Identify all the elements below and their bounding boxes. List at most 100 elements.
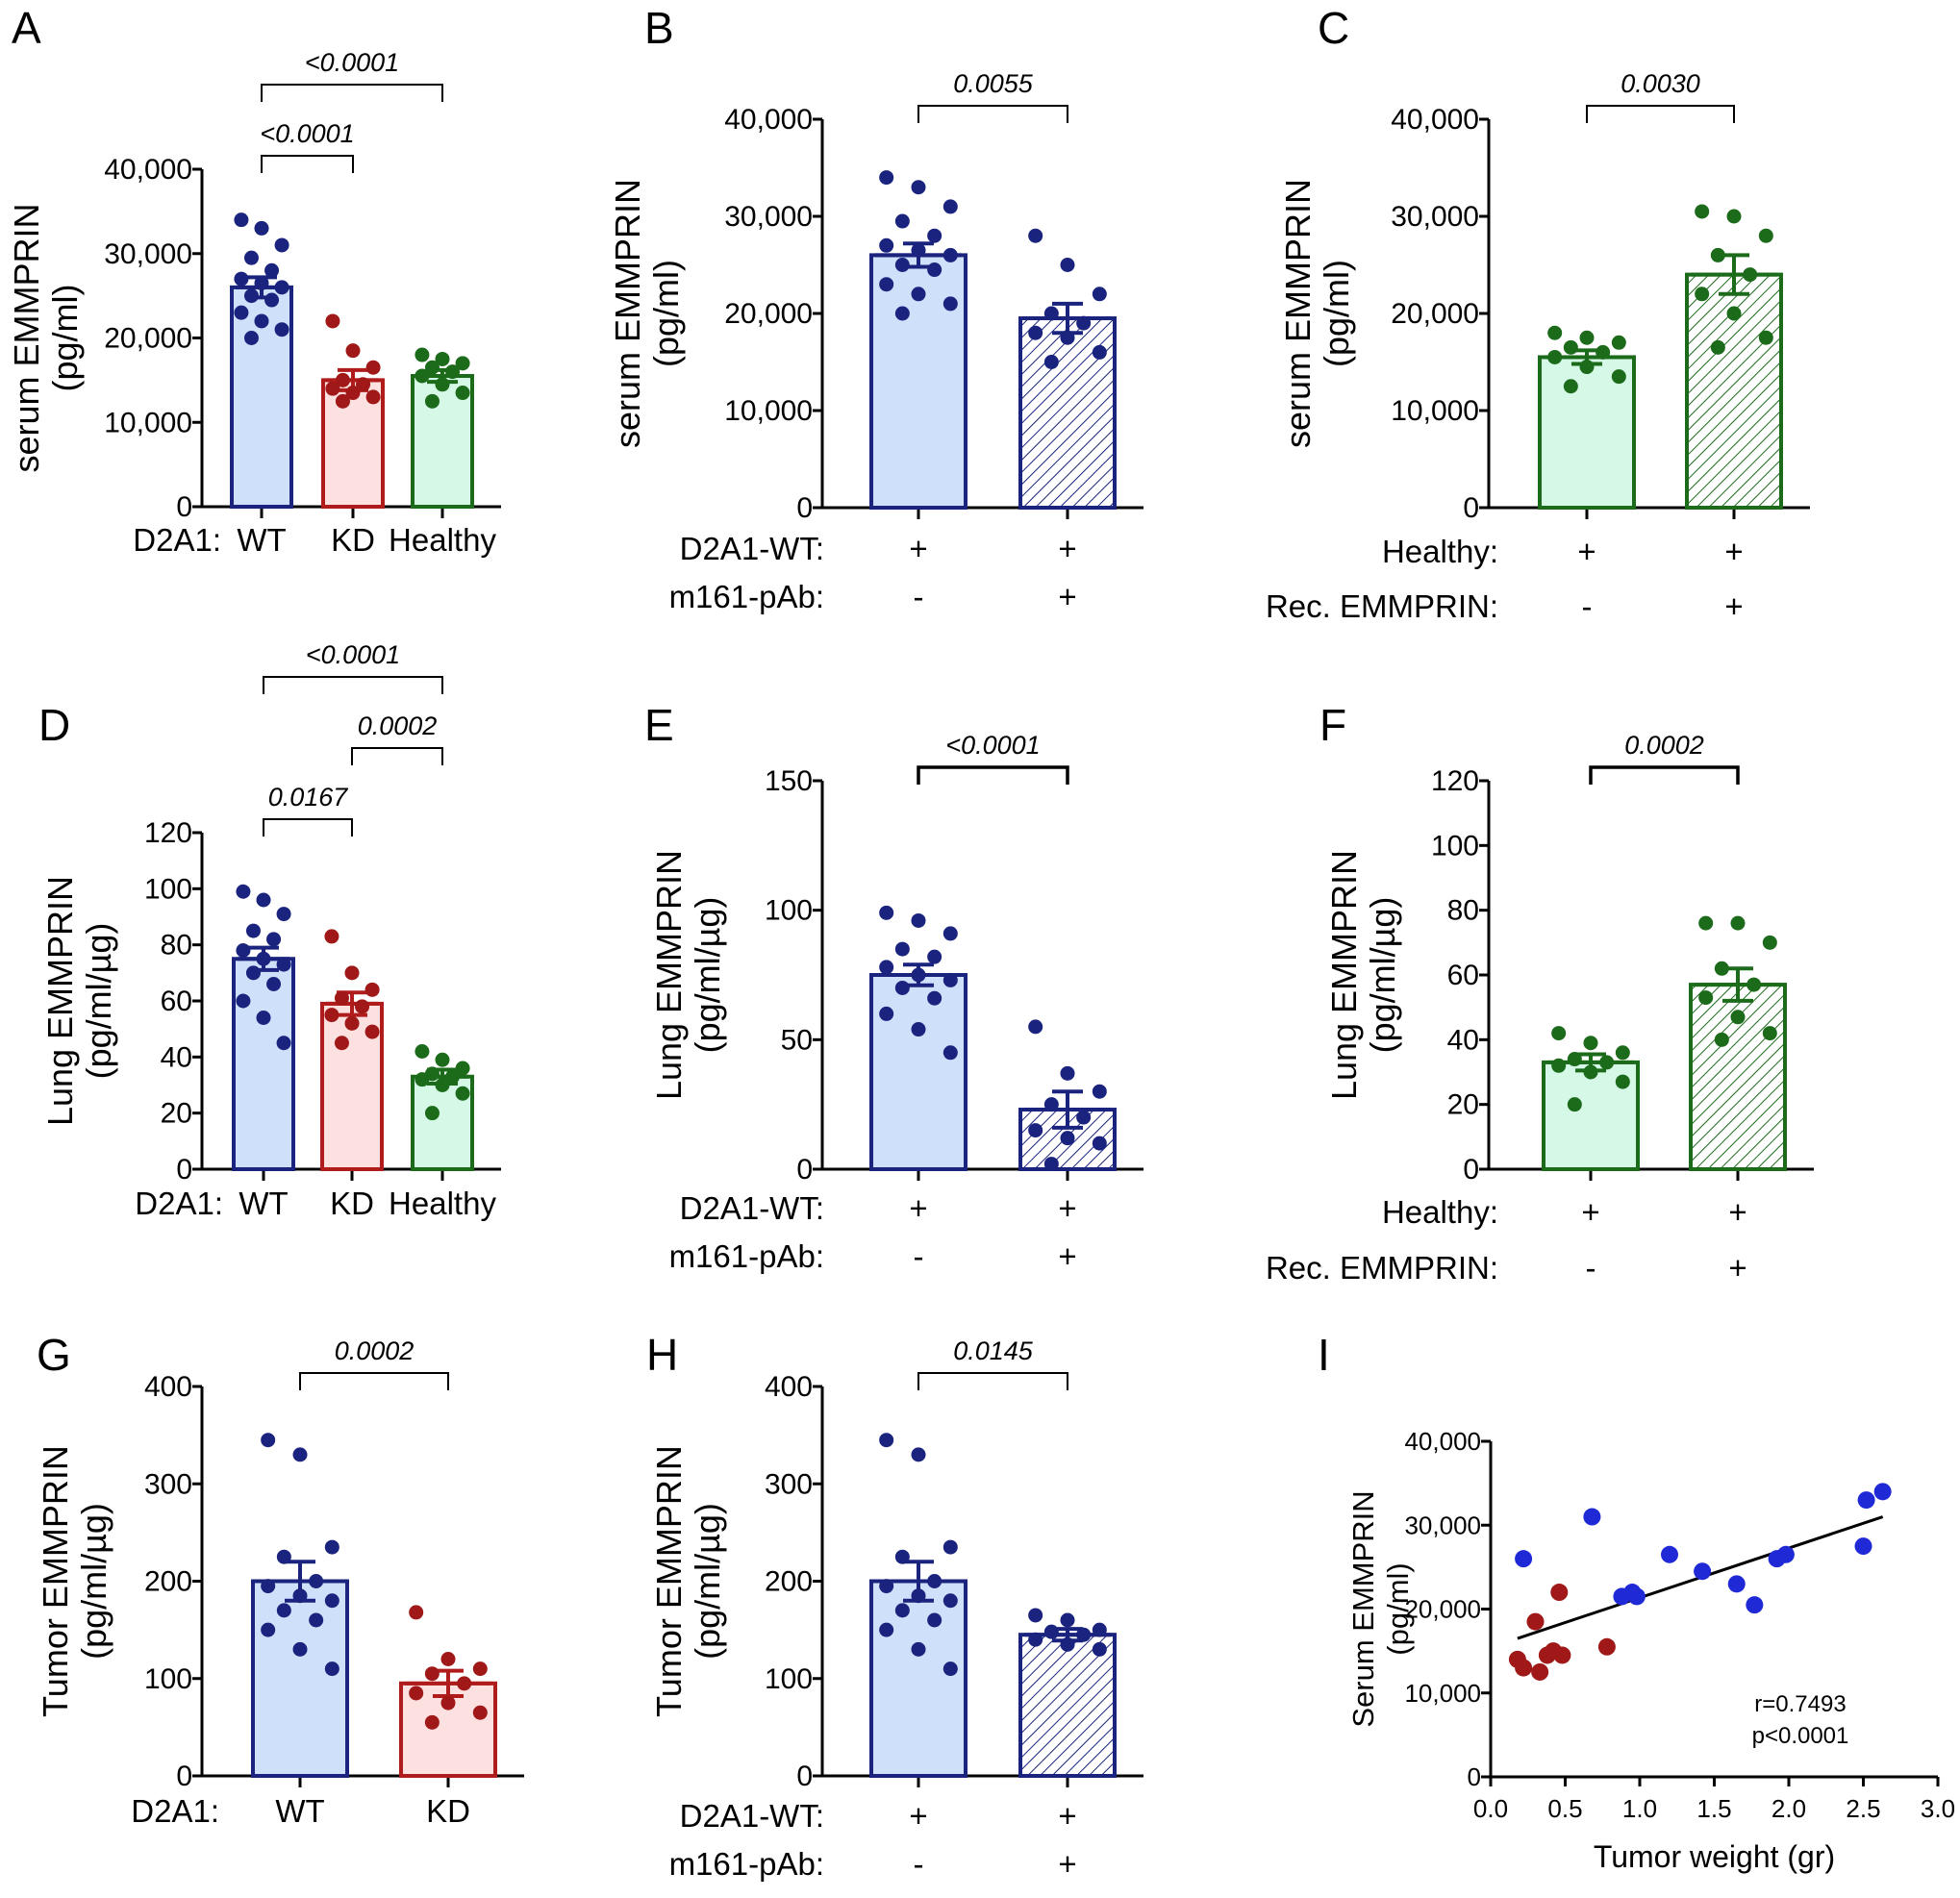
y-tick-label: 400: [144, 1371, 192, 1403]
p-value-label: 0.0002: [1624, 731, 1704, 760]
y-tick-label: 40: [161, 1041, 192, 1073]
stat-annotation: p<0.0001: [1752, 1723, 1849, 1749]
y-tick-label: 200: [144, 1566, 192, 1598]
y-tick-label: 30,000: [1391, 201, 1479, 233]
data-point: [1567, 1097, 1582, 1112]
data-point: [1028, 228, 1043, 243]
data-point: [927, 990, 942, 1006]
data-point: [927, 949, 942, 964]
data-point: [266, 977, 282, 991]
group-row-label: m161-pAb:: [669, 1238, 824, 1274]
data-point: [927, 1612, 942, 1628]
group-label: +: [1058, 1238, 1076, 1274]
scatter-point-wt: [1627, 1587, 1646, 1606]
data-point: [942, 199, 958, 214]
data-point: [243, 250, 259, 265]
y-tick-label: 0: [796, 492, 813, 524]
group-row-label: Healthy:: [1382, 534, 1498, 569]
data-point: [415, 1072, 430, 1087]
data-point: [236, 993, 251, 1009]
significance-bracket: [917, 105, 1068, 123]
data-point: [1615, 1074, 1630, 1089]
data-point: [1092, 1622, 1107, 1637]
data-point: [942, 1539, 958, 1555]
data-point: [1092, 344, 1107, 360]
panel-letter: G: [37, 1330, 71, 1380]
p-value-label: <0.0001: [305, 48, 399, 77]
y-tick-label: 120: [144, 817, 192, 849]
data-point: [942, 926, 958, 941]
data-point: [911, 967, 926, 983]
scatter-point-wt: [1727, 1575, 1746, 1593]
data-point: [236, 943, 251, 958]
group-label: +: [909, 531, 927, 566]
y-tick-label: 0: [796, 1761, 813, 1792]
bar-wt: [232, 957, 295, 1171]
data-point: [254, 313, 269, 329]
panel-E: E Lung EMMPRIN (pg/ml/µg) 0 50 100 150 D2A1-WT:…: [644, 700, 1143, 1274]
data-point: [309, 1612, 324, 1628]
data-point: [264, 262, 280, 278]
group-row-label: D2A1-WT:: [680, 1798, 824, 1834]
data-point: [424, 1714, 440, 1730]
group-label: +: [1577, 534, 1596, 569]
data-point: [1583, 1036, 1598, 1051]
group-label: KD: [330, 1186, 374, 1221]
data-point: [245, 965, 261, 981]
y-tick-label: 20: [161, 1098, 192, 1130]
data-point: [261, 1622, 276, 1637]
data-point: [424, 360, 440, 375]
scatter-point-wt: [1854, 1537, 1872, 1556]
data-point: [324, 1008, 339, 1023]
y-tick-label: 60: [1447, 960, 1479, 991]
y-tick-label: 300: [765, 1468, 813, 1500]
data-point: [1730, 915, 1746, 931]
significance-bracket: [263, 676, 443, 694]
scatter-point-wt: [1694, 1562, 1712, 1581]
data-point: [911, 287, 926, 302]
panel-letter: A: [12, 3, 41, 53]
data-point: [261, 1579, 276, 1594]
y-axis-label: (pg/ml): [646, 260, 686, 367]
group-row-label: Rec. EMMPRIN:: [1266, 1250, 1498, 1286]
y-axis-label: Tumor EMMPRIN: [649, 1445, 689, 1717]
y-axis-label: (pg/ml): [1317, 260, 1356, 367]
data-point: [1076, 1110, 1092, 1125]
x-tick-label: 0.5: [1547, 1794, 1582, 1823]
scatter-point-kd: [1597, 1637, 1616, 1656]
p-value-label: <0.0001: [260, 119, 354, 148]
data-point: [292, 1588, 308, 1604]
panel-G: G Tumor EMMPRIN (pg/ml/µg) 0 100 200 300 400 D2A…: [36, 1330, 524, 1829]
data-point: [335, 372, 350, 387]
panel-F: F Lung EMMPRIN (pg/ml/µg) 0 20 40 60 80 100 120 He…: [1266, 700, 1814, 1286]
group-label: Healthy: [389, 1186, 496, 1221]
data-point: [879, 960, 894, 975]
panel-letter: C: [1318, 3, 1349, 53]
data-point: [309, 1574, 324, 1588]
panel-H: H Tumor EMMPRIN (pg/ml/µg) 0 100 200 300 400 D2A…: [646, 1330, 1143, 1882]
data-point: [1076, 1627, 1092, 1642]
y-tick-label: 40,000: [724, 104, 813, 136]
data-point: [1547, 349, 1563, 364]
data-point: [435, 1052, 450, 1067]
data-point: [1698, 915, 1714, 931]
data-point: [1726, 209, 1742, 224]
significance-bracket: [351, 747, 443, 765]
y-tick-label: 30,000: [104, 238, 192, 270]
data-point: [942, 1661, 958, 1677]
data-point: [234, 271, 249, 287]
data-point: [440, 1652, 456, 1666]
scatter-point-wt: [1661, 1545, 1678, 1563]
panel-I: I Serum EMMPRIN (pg/ml) 0 10,000 20,000 30,000…: [1318, 1330, 1955, 1874]
data-point: [927, 228, 942, 243]
p-value-label: 0.0002: [358, 712, 438, 740]
group-label: +: [1724, 534, 1743, 569]
data-point: [472, 1705, 488, 1720]
data-point: [415, 347, 430, 362]
group-label: -: [914, 1846, 924, 1882]
y-axis-label: serum EMMPRIN: [608, 179, 647, 448]
y-tick-label: 30,000: [1404, 1511, 1481, 1539]
y-tick-label: 30,000: [724, 201, 813, 233]
data-point: [1043, 355, 1059, 369]
p-value-label: 0.0002: [335, 1336, 415, 1365]
